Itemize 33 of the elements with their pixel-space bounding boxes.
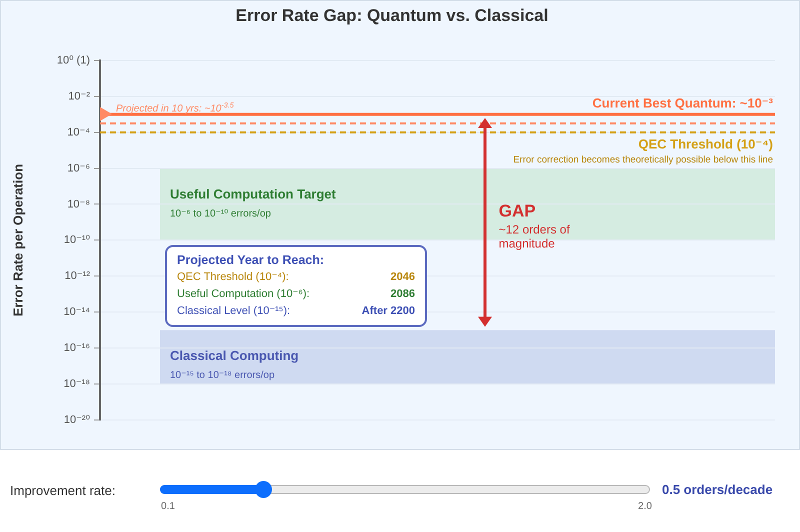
- annotation: Classical Level (10⁻¹⁵):: [177, 304, 290, 319]
- y-tick-label: 10⁻⁸: [67, 198, 90, 210]
- annotation: Useful Computation (10⁻⁶):: [177, 287, 310, 302]
- y-tick-label: 10⁻¹⁰: [64, 234, 91, 246]
- y-tick-label: 10⁻¹⁸: [64, 378, 90, 390]
- y-tick-label: 10⁰ (1): [56, 54, 90, 66]
- y-tick-label: 10⁻²⁰: [64, 414, 91, 426]
- band-label: Classical Computing: [170, 348, 299, 364]
- text: 0.5 orders/decade: [662, 482, 773, 497]
- y-axis-title: Error Rate per Operation: [10, 164, 26, 316]
- ref-line-label: QEC Threshold (10⁻⁴): [638, 136, 773, 152]
- y-tick-label: 10⁻¹⁶: [64, 342, 90, 354]
- annotation: 2046: [390, 270, 415, 285]
- band-label: Useful Computation Target: [170, 186, 337, 202]
- y-tick-label: 10⁻¹²: [64, 270, 90, 282]
- chart-title: Error Rate Gap: Quantum vs. Classical: [236, 6, 548, 25]
- annotation: ~12 orders of magnitude: [498, 222, 570, 251]
- annotation: After 2200: [362, 304, 415, 319]
- y-tick-label: 10⁻²: [68, 90, 90, 102]
- annotation: Error correction becomes theoretically possible below this line: [513, 154, 774, 166]
- text: Improvement rate:: [10, 483, 116, 498]
- annotation: GAP: [498, 202, 536, 221]
- y-tick-label: 10⁻⁶: [67, 162, 90, 174]
- annotation: 2086: [390, 287, 415, 302]
- y-tick-label: 10⁻⁴: [67, 126, 90, 138]
- annotation: 10⁻⁶ to 10⁻¹⁰ errors/op: [170, 208, 272, 220]
- text: 0.1: [160, 501, 176, 512]
- annotation: 10⁻¹⁵ to 10⁻¹⁸ errors/op: [170, 370, 275, 382]
- ref-line-label: Current Best Quantum: ~10⁻³: [592, 95, 774, 110]
- annotation: Projected Year to Reach:: [177, 252, 326, 268]
- y-tick-label: 10⁻¹⁴: [64, 306, 90, 318]
- text: 2.0: [637, 501, 653, 512]
- annotation: QEC Threshold (10⁻⁴):: [177, 270, 289, 285]
